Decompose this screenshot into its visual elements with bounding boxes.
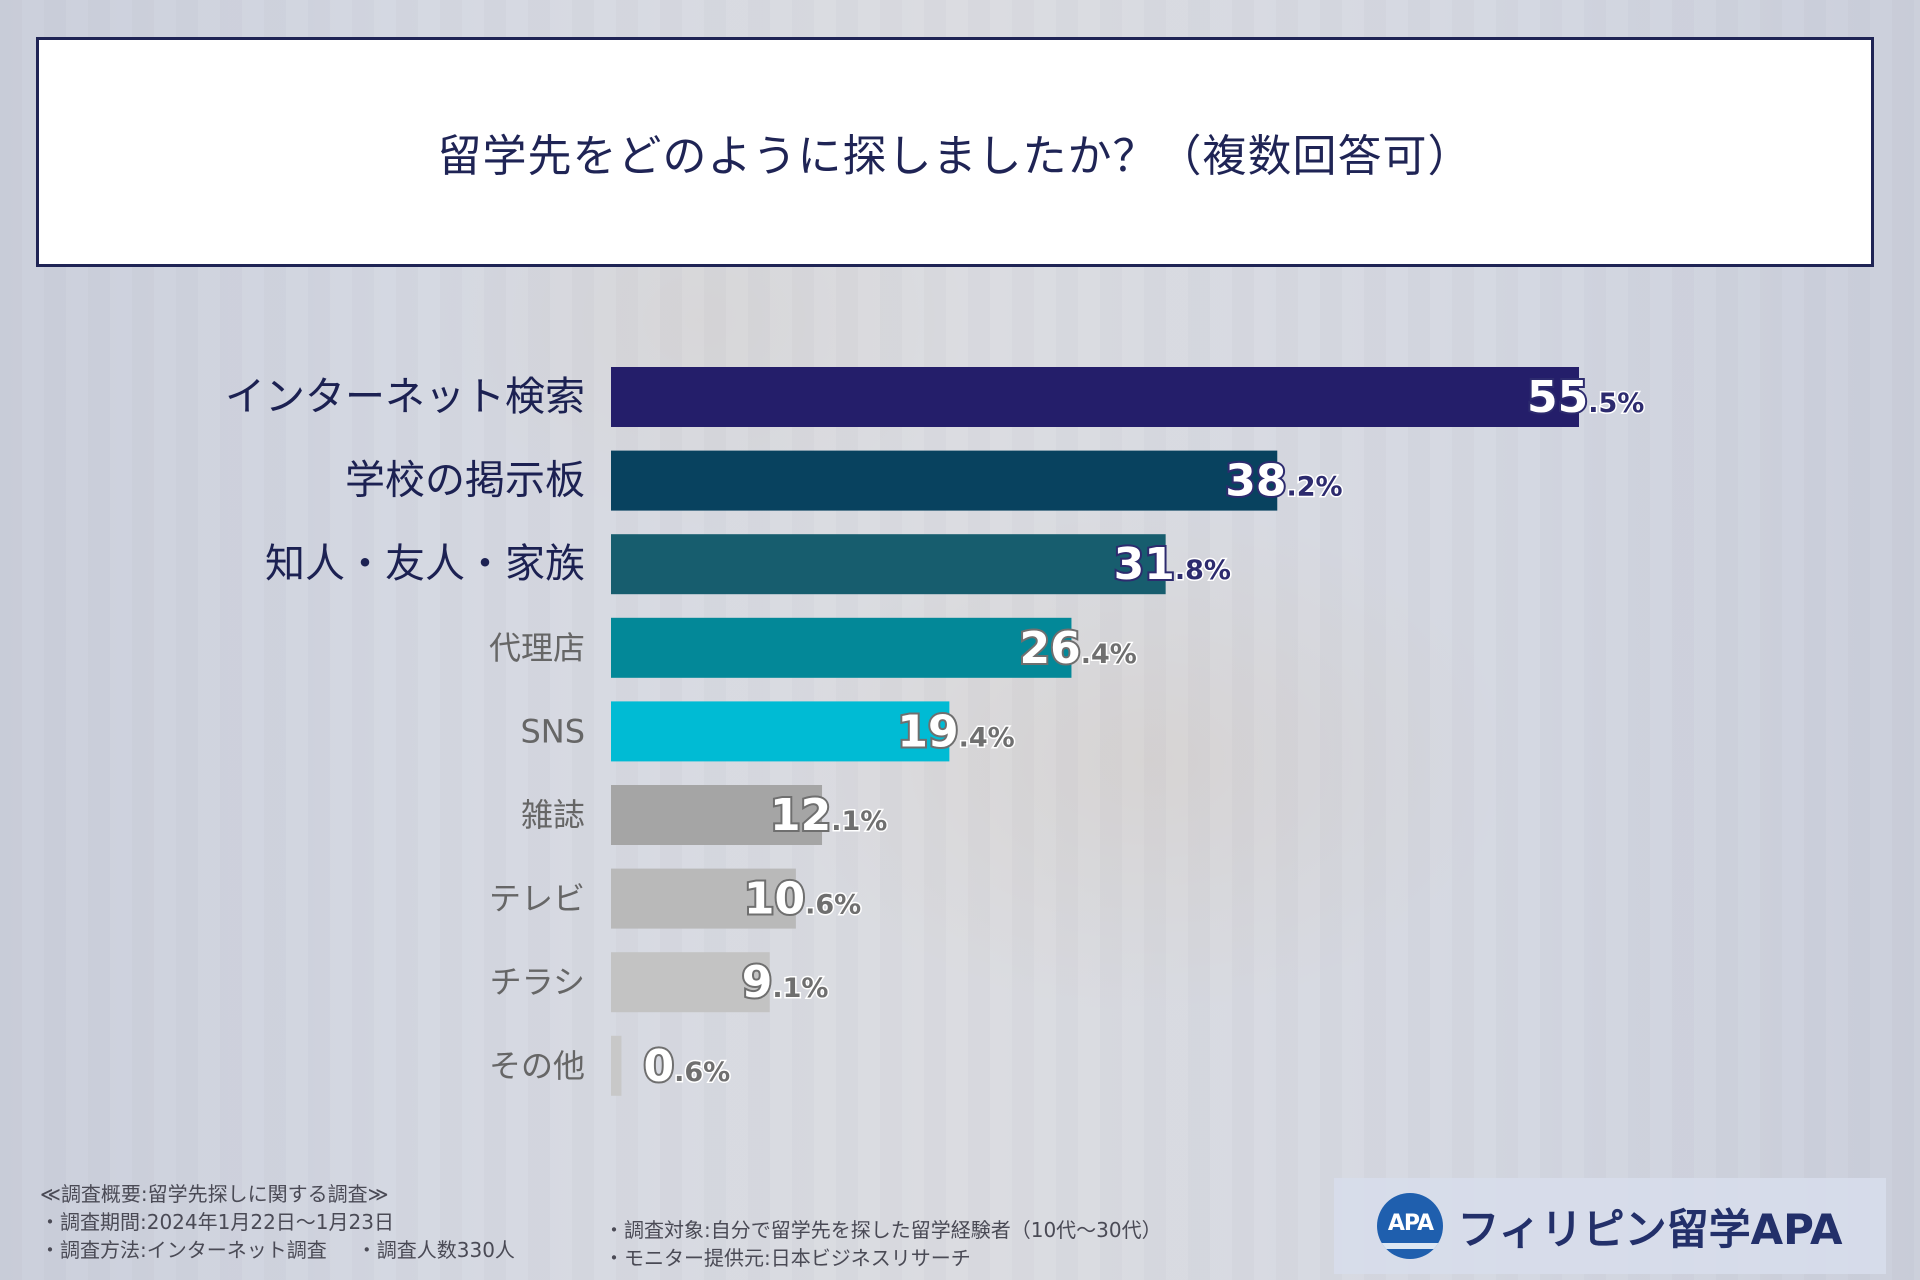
value-label: 19.4% (897, 706, 1014, 757)
value-integer: 10 (744, 874, 805, 925)
category-label: SNS (520, 712, 585, 750)
bar (611, 367, 1579, 427)
value-integer: 55 (1527, 372, 1588, 423)
brand-name: フィリピン留学APA (1457, 1204, 1843, 1254)
category-label: インターネット検索 (225, 374, 585, 420)
category-label: チラシ (490, 963, 585, 1001)
category-label: 雑誌 (521, 796, 585, 834)
value-integer: 9 (742, 957, 773, 1008)
bar (611, 617, 1072, 678)
value-label: 31.8% (1114, 539, 1231, 590)
survey-method: ・調査方法:インターネット調査 (40, 1238, 327, 1262)
value-decimal: .4% (959, 722, 1015, 753)
bar (611, 868, 796, 929)
category-label: 知人・友人・家族 (265, 541, 585, 587)
value-label: 55.5% (1527, 372, 1644, 423)
value-decimal: .6% (674, 1057, 730, 1088)
value-decimal: .6% (805, 890, 861, 921)
category-label: テレビ (489, 880, 585, 918)
value-decimal: .1% (772, 973, 828, 1004)
value-integer: 12 (770, 790, 831, 841)
survey-period: ・調査期間:2024年1月22日～1月23日 (40, 1210, 394, 1234)
chart-title: 留学先をどのように探しましたか？（複数回答可） (437, 131, 1473, 182)
category-label: 代理店 (489, 629, 585, 667)
category-label: 学校の掲示板 (345, 458, 585, 504)
category-label: その他 (489, 1047, 585, 1085)
bar (611, 785, 823, 845)
value-decimal: .2% (1286, 472, 1342, 503)
bar (611, 952, 770, 1013)
value-integer: 31 (1114, 539, 1175, 590)
value-integer: 0 (643, 1041, 674, 1092)
value-integer: 38 (1225, 456, 1286, 507)
value-decimal: .4% (1081, 639, 1137, 670)
value-label: 10.6% (744, 874, 861, 925)
value-integer: 26 (1019, 623, 1080, 674)
value-decimal: .1% (831, 806, 887, 837)
title-box: 留学先をどのように探しましたか？（複数回答可） (36, 37, 1874, 267)
value-label: 9.1% (742, 957, 829, 1008)
survey-details: ・調査対象:自分で留学先を探した留学経験者（10代～30代） ・モニター提供元:… (604, 1216, 1162, 1272)
survey-provider: ・モニター提供元:日本ビジネスリサーチ (604, 1246, 971, 1270)
value-label: 12.1% (770, 790, 887, 841)
value-integer: 19 (897, 706, 958, 757)
value-label: 0.6% (643, 1041, 730, 1092)
bar (611, 450, 1278, 511)
logo-letters: APA (1387, 1211, 1434, 1236)
value-label: 26.4% (1019, 623, 1136, 674)
survey-overview-title: ≪調査概要:留学先探しに関する調査≫ (40, 1182, 389, 1206)
survey-overview: ≪調査概要:留学先探しに関する調査≫ ・調査期間:2024年1月22日～1月23… (40, 1180, 515, 1264)
value-decimal: .5% (1588, 388, 1644, 419)
survey-method-row: ・調査方法:インターネット調査 ・調査人数330人 (40, 1236, 515, 1264)
logo-band (1377, 1243, 1444, 1249)
value-decimal: .8% (1175, 555, 1231, 586)
bar (611, 534, 1166, 595)
survey-target: ・調査対象:自分で留学先を探した留学経験者（10代～30代） (604, 1218, 1162, 1242)
bar (611, 1035, 622, 1096)
value-label: 38.2% (1225, 456, 1342, 507)
brand-banner: APA フィリピン留学APA (1334, 1178, 1886, 1274)
apa-globe-logo: APA (1377, 1193, 1444, 1259)
survey-respondents: ・調査人数330人 (356, 1238, 515, 1262)
bar (611, 701, 950, 762)
